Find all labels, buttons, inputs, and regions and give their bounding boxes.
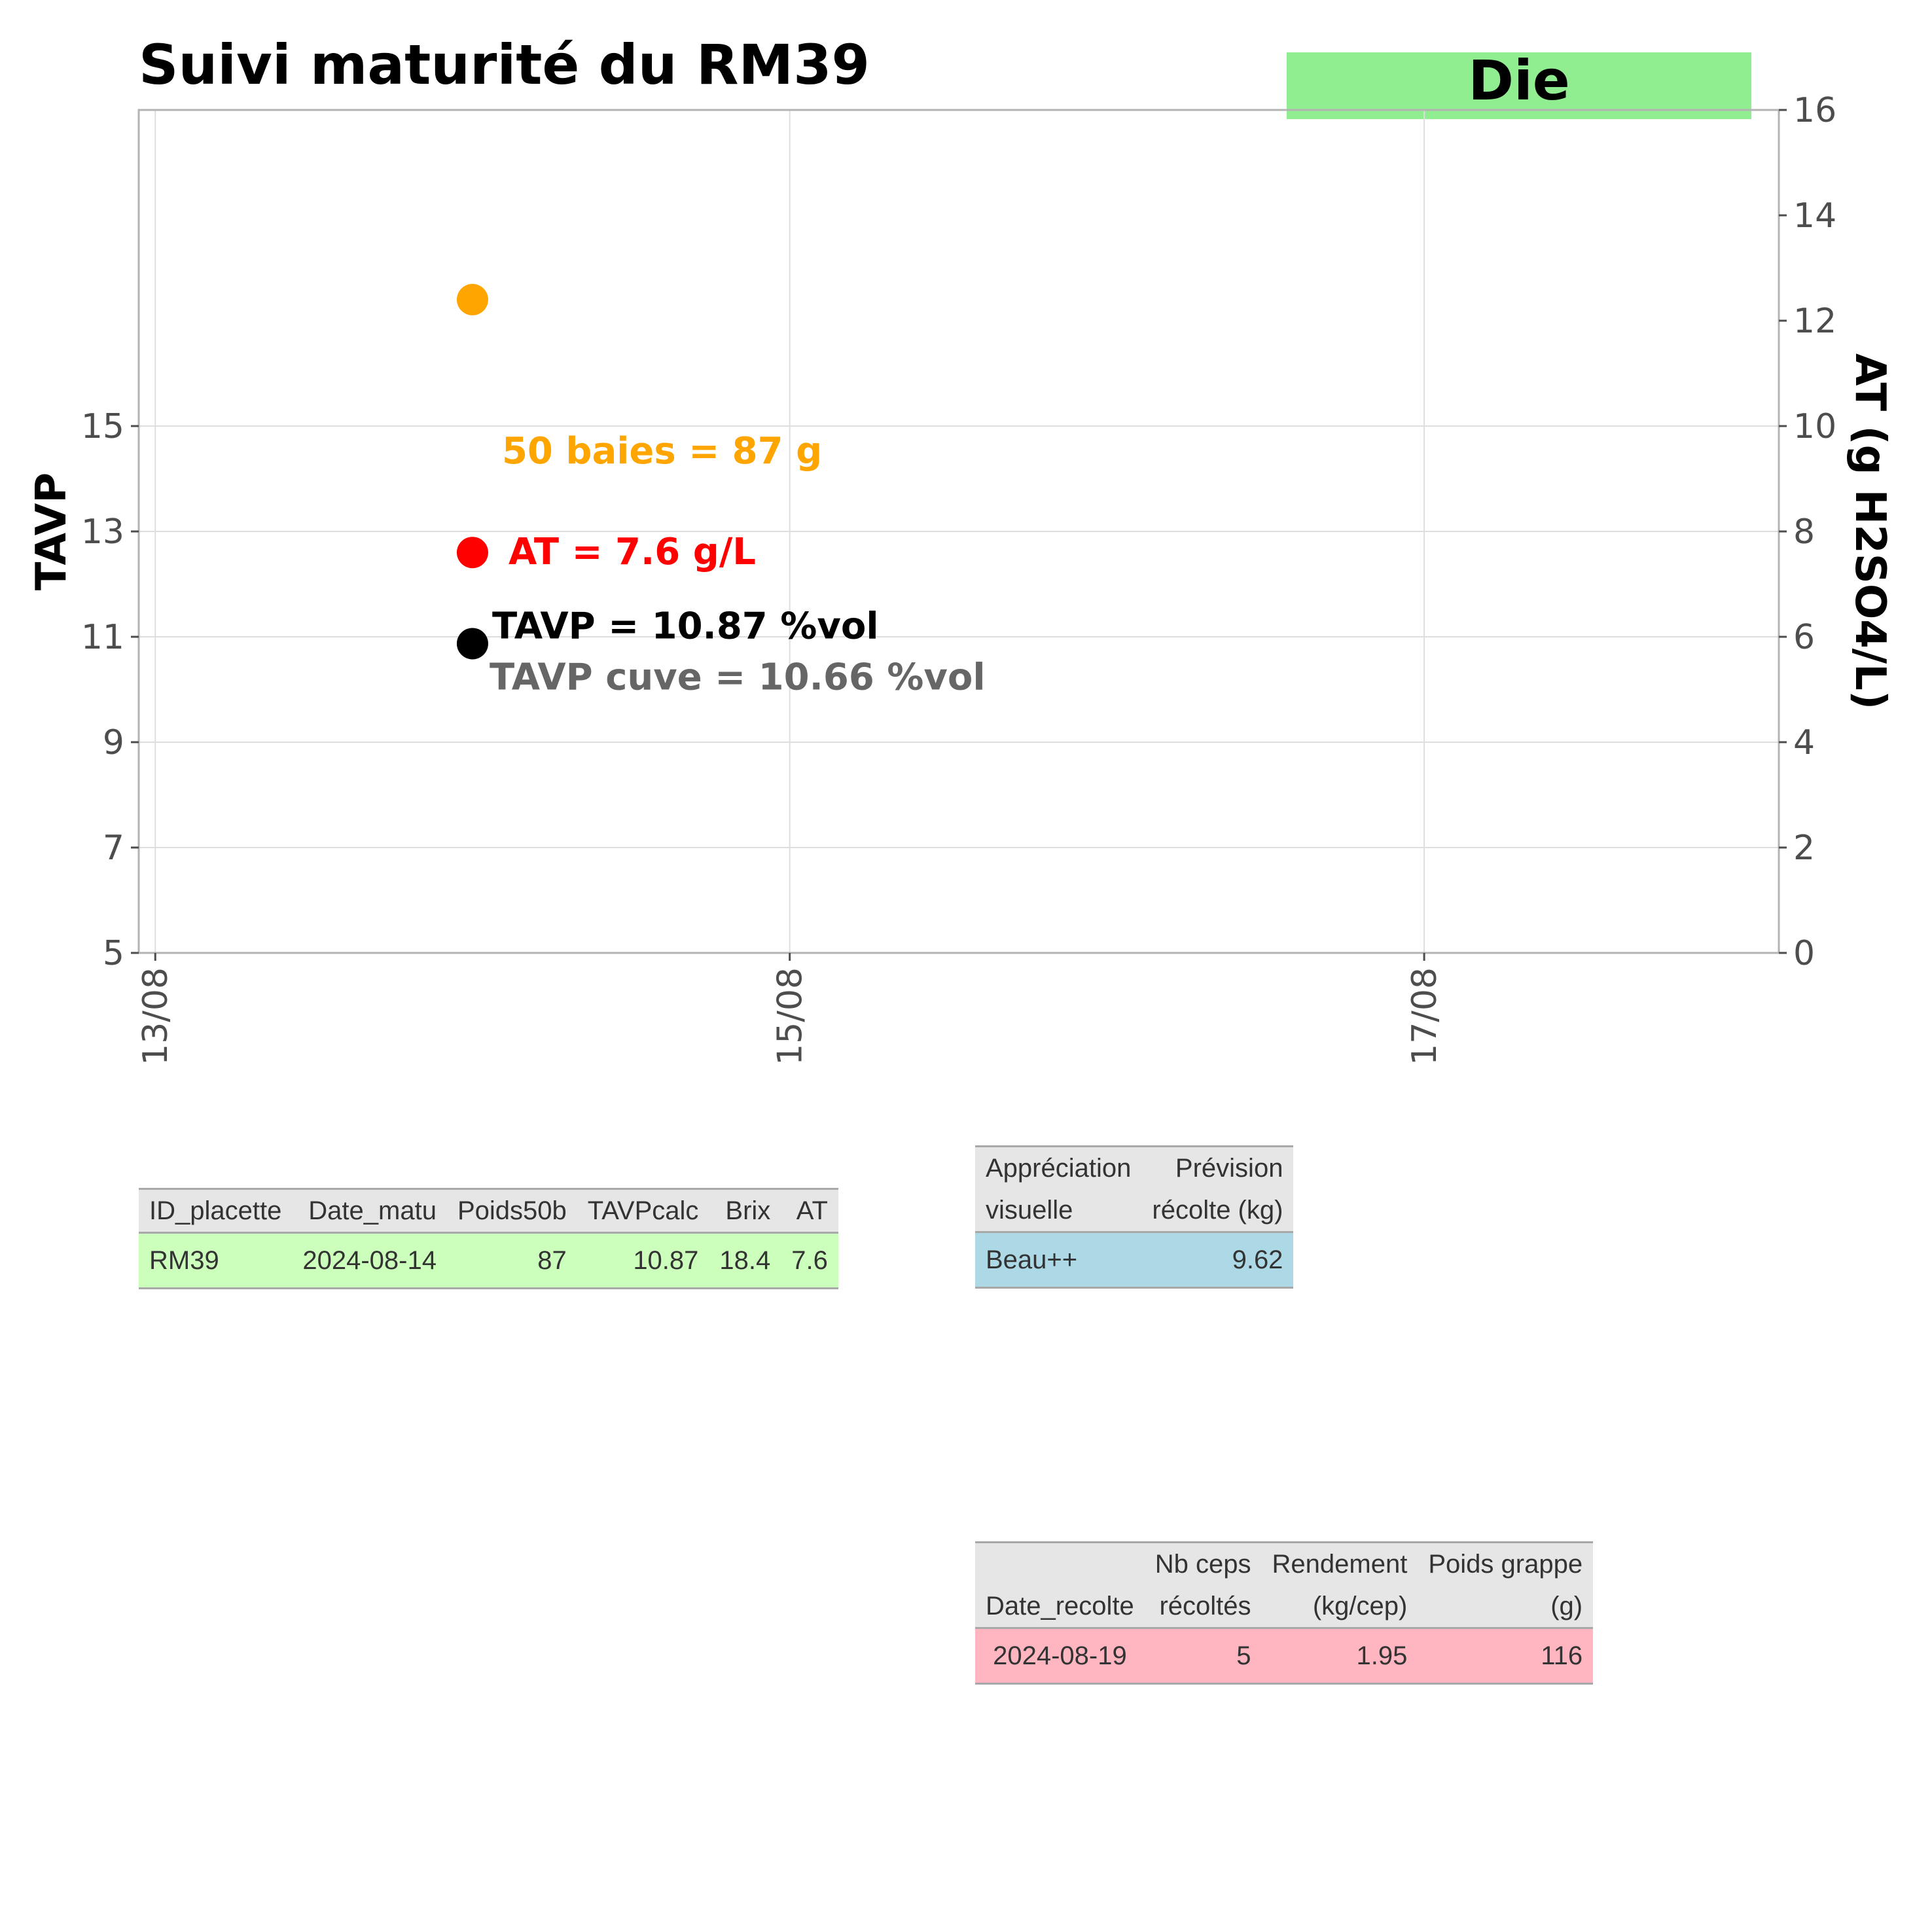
- col-header-nb-ceps-line2: récoltés: [1144, 1585, 1262, 1628]
- col-header-rendement-line1: Rendement: [1261, 1541, 1418, 1585]
- cell-at: 7.6: [781, 1232, 838, 1289]
- y-right-tick-label: 0: [1793, 934, 1815, 973]
- col-header-date-recolte-line2: Date_recolte: [975, 1585, 1145, 1628]
- y-right-tick-label: 14: [1793, 196, 1836, 236]
- chart-title: Suivi maturité du RM39: [139, 33, 870, 97]
- y-left-tick-label: 15: [81, 407, 124, 446]
- table-header-row: Nb ceps Rendement Poids grappe: [975, 1541, 1594, 1585]
- variety-badge-box: [1287, 52, 1751, 119]
- col-header-date-matu: Date_matu: [292, 1188, 447, 1233]
- table-header-row: Date_recolte récoltés (kg/cep) (g): [975, 1585, 1594, 1628]
- harvest-table: Nb ceps Rendement Poids grappe Date_reco…: [975, 1541, 1594, 1685]
- y-left-tick-label: 5: [103, 934, 124, 973]
- data-label-at: AT = 7.6 g/L: [509, 531, 756, 573]
- y-axis-left-label: TAVP: [27, 473, 76, 590]
- y-right-tick-label: 4: [1793, 723, 1815, 762]
- y-right-tick-label: 10: [1793, 407, 1836, 446]
- cell-poids50b: 87: [446, 1232, 577, 1289]
- gridlines: [139, 110, 1779, 954]
- cell-prevision: 9.62: [1141, 1231, 1294, 1289]
- y-left-tick-label: 9: [103, 723, 124, 762]
- col-header-id-placette: ID_placette: [139, 1188, 293, 1233]
- data-label-tavp: TAVP = 10.87 %vol: [492, 605, 879, 647]
- y-right-tick-label: 8: [1793, 512, 1815, 552]
- cell-poids-grappe: 116: [1418, 1627, 1594, 1685]
- table-row: 2024-08-19 5 1.95 116: [975, 1627, 1594, 1685]
- data-points: [456, 283, 488, 660]
- data-labels: TAVP = 10.87 %vol AT = 7.6 g/L 50 baies = …: [490, 430, 986, 699]
- data-point-at: [456, 537, 488, 569]
- cell-brix: 18.4: [709, 1232, 781, 1289]
- table-header-row: ID_placette Date_matu Poids50b TAVPcalc …: [139, 1188, 838, 1233]
- left-y-axis: 5 7 9 11 13 15: [81, 407, 139, 973]
- col-header-poids50b: Poids50b: [446, 1188, 577, 1233]
- cell-tavpcalc: 10.87: [577, 1232, 709, 1289]
- y-right-tick-label: 16: [1793, 91, 1836, 130]
- data-label-poids50b: 50 baies = 87 g: [502, 430, 822, 473]
- maturity-table: ID_placette Date_matu Poids50b TAVPcalc …: [139, 1188, 838, 1289]
- table-header-row: visuelle récolte (kg): [975, 1189, 1294, 1232]
- col-header-tavpcalc: TAVPcalc: [577, 1188, 709, 1233]
- x-axis: 13/08 15/08 17/08: [136, 953, 1444, 1065]
- col-header-poids-grappe-line1: Poids grappe: [1418, 1541, 1594, 1585]
- variety-badge-label: Die: [1468, 48, 1570, 113]
- cell-appreciation: Beau++: [975, 1231, 1142, 1289]
- y-right-tick-label: 2: [1793, 829, 1815, 868]
- col-header-prevision-line1: Prévision: [1141, 1145, 1294, 1189]
- col-header-poids-grappe-line2: (g): [1418, 1585, 1594, 1628]
- y-left-tick-label: 7: [103, 829, 124, 868]
- col-header-appreciation-line2: visuelle: [975, 1189, 1142, 1232]
- col-header-date-recolte-line1: [975, 1541, 1145, 1585]
- cell-id-placette: RM39: [139, 1232, 293, 1289]
- table-row: RM39 2024-08-14 87 10.87 18.4 7.6: [139, 1232, 838, 1289]
- col-header-nb-ceps-line1: Nb ceps: [1144, 1541, 1262, 1585]
- col-header-prevision-line2: récolte (kg): [1141, 1189, 1294, 1232]
- col-header-brix: Brix: [709, 1188, 781, 1233]
- y-axis-right-label: AT (g H2SO4/L): [1846, 353, 1894, 709]
- visual-assessment-table: Appréciation Prévision visuelle récolte …: [975, 1145, 1294, 1289]
- data-point-tavp: [456, 628, 488, 660]
- maturity-chart: Suivi maturité du RM39 Die 5 7 9 11 13 15 0 2 4…: [27, 33, 1894, 1065]
- x-tick-label: 15/08: [771, 967, 810, 1065]
- col-header-at: AT: [781, 1188, 838, 1233]
- y-right-tick-label: 12: [1793, 302, 1836, 341]
- y-left-tick-label: 13: [81, 512, 124, 552]
- annotation-tavp-cuve: TAVP cuve = 10.66 %vol: [490, 656, 986, 698]
- table-row: Beau++ 9.62: [975, 1231, 1294, 1289]
- cell-date-matu: 2024-08-14: [292, 1232, 447, 1289]
- table-header-row: Appréciation Prévision: [975, 1145, 1294, 1189]
- right-y-axis: 0 2 4 6 8 10 12 14 16: [1779, 91, 1836, 973]
- col-header-rendement-line2: (kg/cep): [1261, 1585, 1418, 1628]
- x-tick-label: 17/08: [1405, 967, 1444, 1065]
- cell-rendement: 1.95: [1261, 1627, 1418, 1685]
- data-point-poids50b: [456, 283, 488, 315]
- cell-nb-ceps: 5: [1144, 1627, 1262, 1685]
- cell-date-recolte: 2024-08-19: [975, 1627, 1145, 1685]
- x-tick-label: 13/08: [136, 967, 175, 1065]
- y-left-tick-label: 11: [81, 618, 124, 657]
- y-right-tick-label: 6: [1793, 618, 1815, 657]
- col-header-appreciation-line1: Appréciation: [975, 1145, 1142, 1189]
